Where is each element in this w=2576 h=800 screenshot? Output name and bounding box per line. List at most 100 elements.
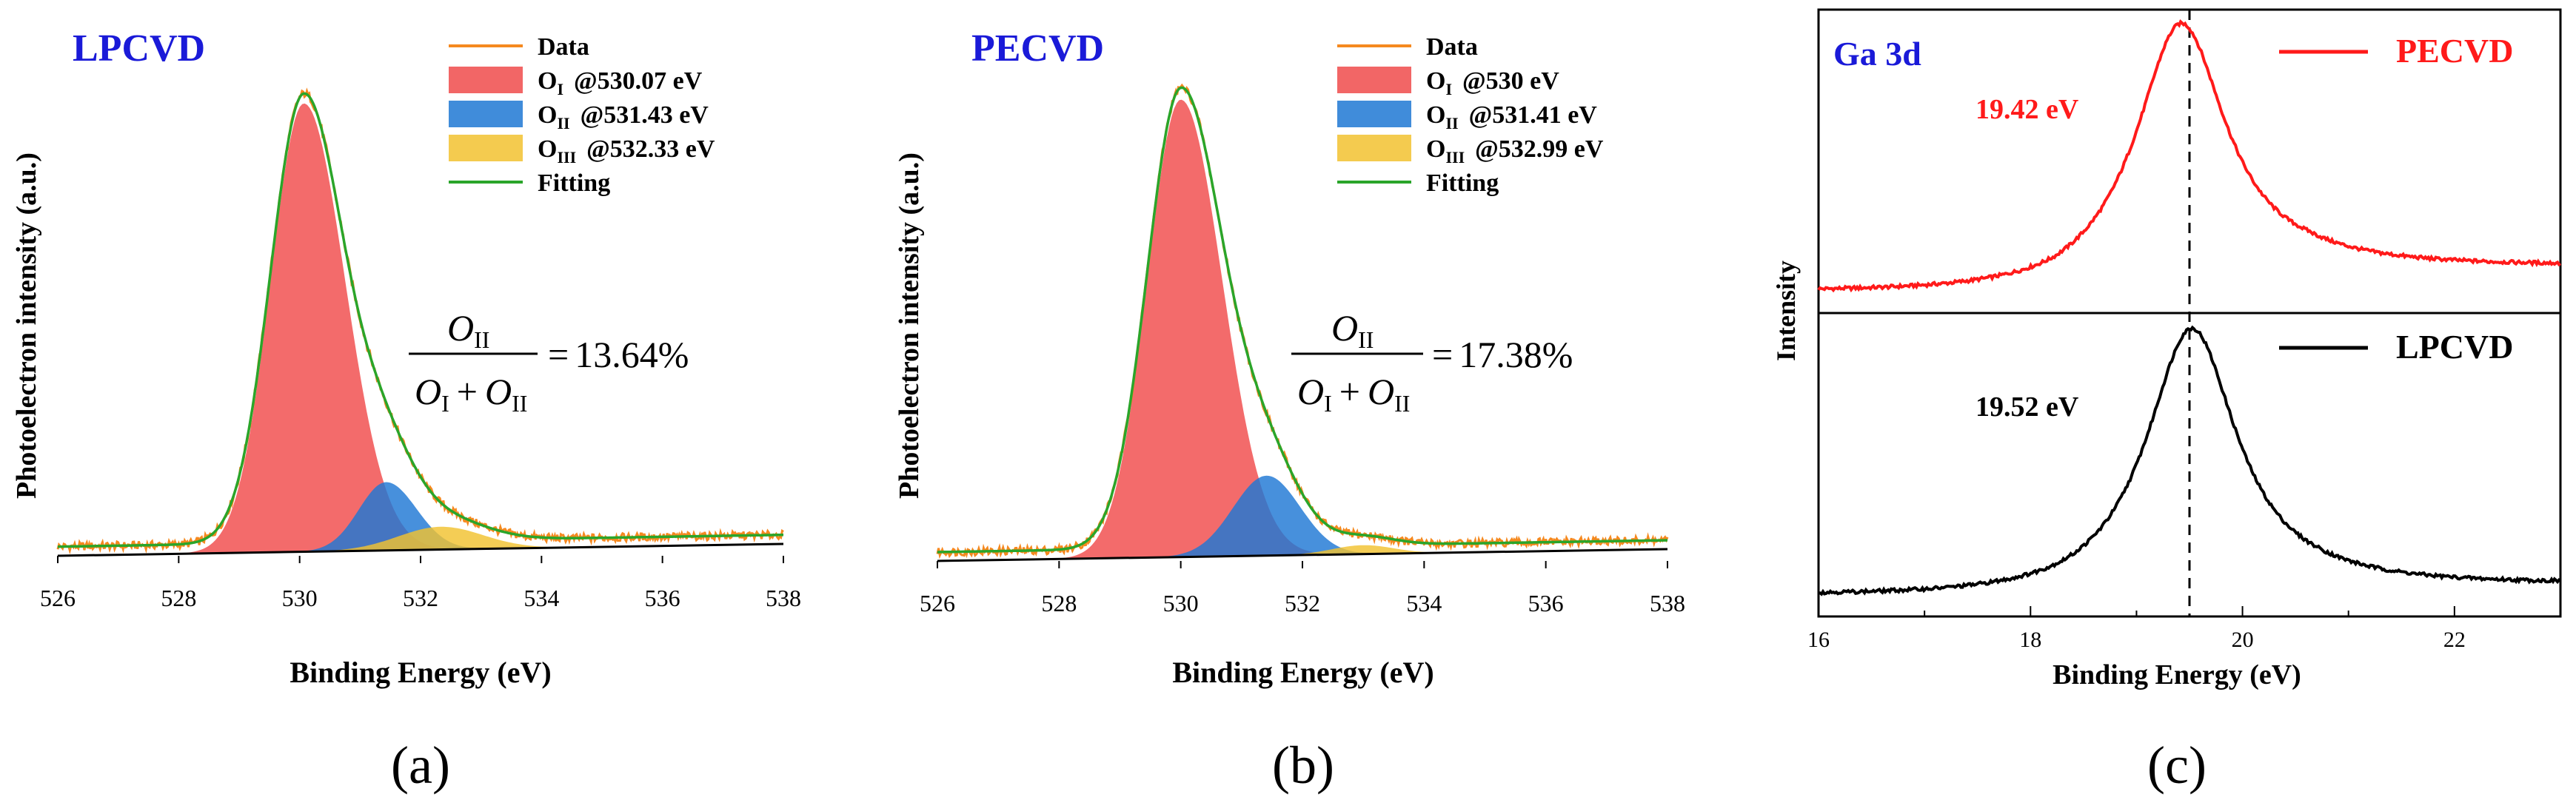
a-curves xyxy=(56,87,784,555)
a-ratio-den2-sub: II xyxy=(512,390,527,417)
c-legend-lpcvd-label: LPCVD xyxy=(2396,328,2513,366)
b-legend-o3-value: @532.99 eV xyxy=(1475,135,1604,163)
svg-text:=17.38%: = 17.38% xyxy=(1432,334,1573,375)
a-ratio-den2: O xyxy=(485,371,512,412)
a-peak-area-2 xyxy=(277,482,507,553)
a-tick-label-534: 534 xyxy=(523,585,559,611)
b-tick-label-536: 536 xyxy=(1528,590,1564,616)
a-tick-label-532: 532 xyxy=(403,585,438,611)
c-tick-label-20: 20 xyxy=(2232,628,2254,652)
a-legend-fit-main: Fitting xyxy=(538,169,610,197)
a-legend-o2-main: O xyxy=(538,101,557,129)
c-series-pecvd-line xyxy=(1817,19,2561,293)
a-legend-o3-main: O xyxy=(538,135,557,163)
a-peak-area-1 xyxy=(170,103,469,554)
b-legend-o1-swatch xyxy=(1337,67,1411,93)
b-legend-o3-swatch xyxy=(1337,135,1411,161)
b-legend-o1-sub: I xyxy=(1445,80,1452,98)
a-fitting-line xyxy=(58,92,783,548)
a-legend-o2-value: @531.43 eV xyxy=(581,101,709,129)
b-tick-label-530: 530 xyxy=(1163,590,1199,616)
a-ratio-value: 13.64% xyxy=(575,334,689,375)
a-ratio-num: O xyxy=(447,307,474,349)
a-legend-o3-swatch xyxy=(449,135,523,161)
a-x-ticks: 526 528 530 532 534 536 538 xyxy=(40,556,801,611)
a-ratio-plus: + xyxy=(457,371,478,412)
b-y-axis-label: Photoelectron intensity (a.u.) xyxy=(894,152,925,499)
b-tick-label-526: 526 xyxy=(920,590,955,616)
a-legend-o3-label: OIII @532.33 eV xyxy=(538,135,715,167)
a-legend-o3-value: @532.33 eV xyxy=(586,135,715,163)
b-legend-data-main: Data xyxy=(1426,33,1478,61)
b-legend-o3-main: O xyxy=(1426,135,1445,163)
b-baseline-axis xyxy=(937,548,1668,562)
a-legend-o1-swatch xyxy=(449,67,523,93)
a-ratio-formula: OII OI + OII = 13.64% xyxy=(409,307,689,417)
a-legend-o1-label: OI @530.07 eV xyxy=(538,67,703,98)
b-peak-area-2 xyxy=(1132,475,1401,558)
b-ratio-formula: OII OI + OII = 17.38% xyxy=(1291,307,1573,417)
a-legend-data-label: Data xyxy=(538,33,589,61)
b-legend-o1-main: O xyxy=(1426,67,1445,95)
b-legend-o2-main: O xyxy=(1426,101,1445,129)
a-legend-o1-sub: I xyxy=(557,80,563,98)
b-peak-area-1 xyxy=(1046,99,1347,559)
a-legend-o2-swatch xyxy=(449,101,523,127)
b-ratio-plus: + xyxy=(1339,371,1360,412)
b-legend-o2-sub: II xyxy=(1445,114,1458,132)
b-ratio-den1: O xyxy=(1297,371,1324,412)
c-annotation-lpcvd: 19.52 eV xyxy=(1976,391,2079,423)
a-ratio-equals: = xyxy=(548,334,569,375)
a-legend: Data OI @530.07 eV OII @531.43 eV OIII @532.33… xyxy=(449,33,715,197)
b-legend-o2-value: @531.41 eV xyxy=(1469,101,1598,129)
b-tick-label-532: 532 xyxy=(1285,590,1320,616)
c-y-axis-label: Intensity xyxy=(1771,260,1801,361)
b-panel-label: (b) xyxy=(1272,736,1334,795)
b-tick-label-534: 534 xyxy=(1406,590,1442,616)
c-legend-pecvd-label: PECVD xyxy=(2396,32,2513,70)
b-tick-label-538: 538 xyxy=(1650,590,1685,616)
a-peak-area-3 xyxy=(271,526,610,553)
a-baseline-axis xyxy=(57,542,784,557)
b-ratio-den2-sub: II xyxy=(1394,390,1410,417)
a-y-axis-label: Photoelectron intensity (a.u.) xyxy=(11,152,42,499)
c-x-ticks: 16 18 20 22 xyxy=(1807,606,2561,652)
panel-b: 526 528 530 532 534 536 538 PECVD Binding Ener… xyxy=(894,27,1685,795)
a-legend-o2-label: OII @531.43 eV xyxy=(538,101,709,132)
a-legend-o3-sub: III xyxy=(557,148,576,167)
c-series-lpcvd-line xyxy=(1819,325,2562,596)
a-legend-o2-sub: II xyxy=(557,114,569,132)
a-peak-areas xyxy=(170,103,610,554)
c-tick-label-16: 16 xyxy=(1807,628,1830,652)
b-peak-areas xyxy=(1046,99,1485,559)
b-legend-fit-label: Fitting xyxy=(1426,169,1499,197)
a-legend-data-main: Data xyxy=(538,33,589,61)
c-title: Ga 3d xyxy=(1833,35,1921,73)
panel-c: 16 18 20 22 Ga 3d PECVD LPCVD 19.42 eV 19.5… xyxy=(1771,8,2562,795)
c-panel-label: (c) xyxy=(2147,736,2207,795)
a-legend-fit-label: Fitting xyxy=(538,169,610,197)
b-legend-o2-label: OII @531.41 eV xyxy=(1426,101,1597,132)
b-ratio-den2: O xyxy=(1368,371,1394,412)
a-tick-label-536: 536 xyxy=(645,585,680,611)
svg-text:OII: OII xyxy=(447,307,489,353)
b-ratio-equals: = xyxy=(1432,334,1453,375)
b-legend-data-label: Data xyxy=(1426,33,1478,61)
c-x-axis-label: Binding Energy (eV) xyxy=(2053,659,2301,690)
b-curves xyxy=(936,83,1669,559)
b-legend-o1-value: @530 eV xyxy=(1462,67,1559,95)
a-ratio-den1-sub: I xyxy=(441,390,449,417)
b-title: PECVD xyxy=(971,27,1104,70)
a-panel-label: (a) xyxy=(391,736,450,795)
b-tick-label-528: 528 xyxy=(1041,590,1077,616)
b-legend-o2-swatch xyxy=(1337,101,1411,127)
c-curves xyxy=(1817,19,2562,596)
c-annotation-pecvd: 19.42 eV xyxy=(1976,94,2079,125)
a-tick-label-538: 538 xyxy=(766,585,801,611)
b-legend-o3-label: OIII @532.99 eV xyxy=(1426,135,1604,167)
a-tick-label-528: 528 xyxy=(161,585,196,611)
b-x-ticks: 526 528 530 532 534 536 538 xyxy=(920,561,1685,616)
a-ratio-den1: O xyxy=(415,371,441,412)
